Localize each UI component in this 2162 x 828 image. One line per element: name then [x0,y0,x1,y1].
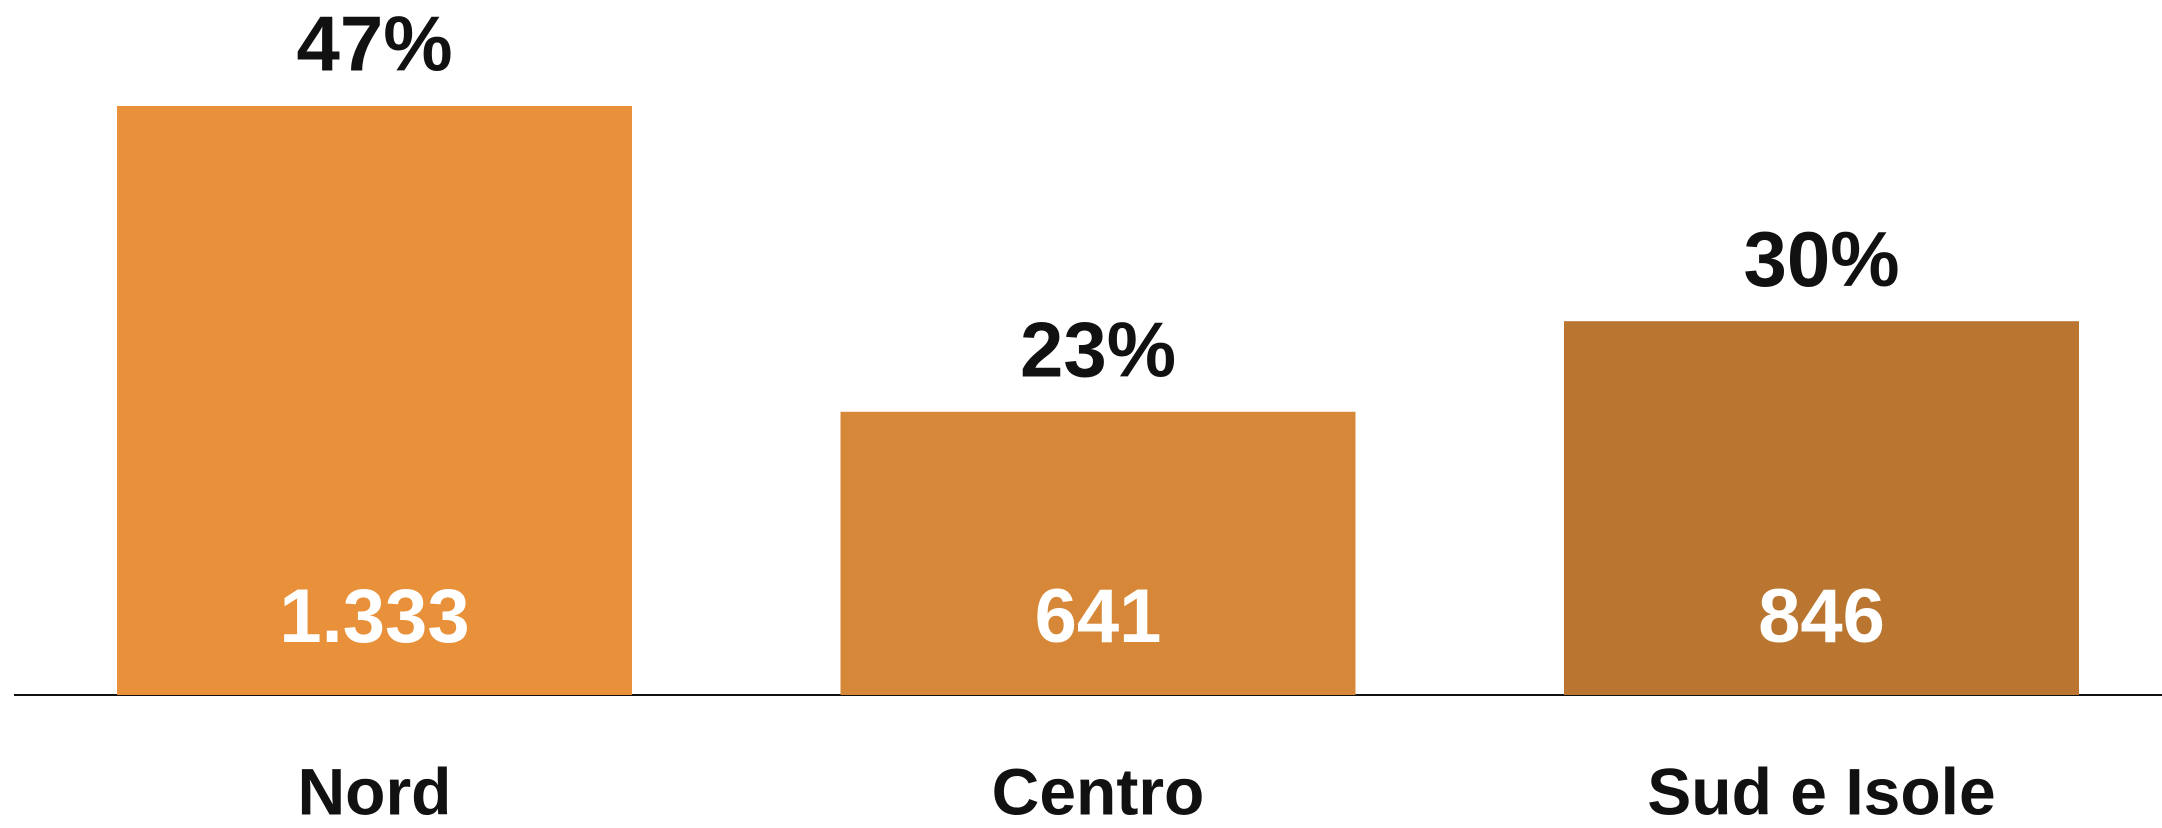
share-label: 47% [296,0,452,88]
value-label: 846 [1758,574,1885,659]
category-label: Nord [298,754,452,828]
bar [1564,321,2079,695]
bar [117,106,632,695]
category-label: Centro [992,754,1205,828]
share-label: 23% [1020,305,1176,393]
value-label: 1.333 [279,574,469,659]
category-label: Sud e Isole [1647,754,1995,828]
value-label: 641 [1035,574,1162,659]
share-label: 30% [1743,215,1899,303]
bar [840,411,1356,695]
